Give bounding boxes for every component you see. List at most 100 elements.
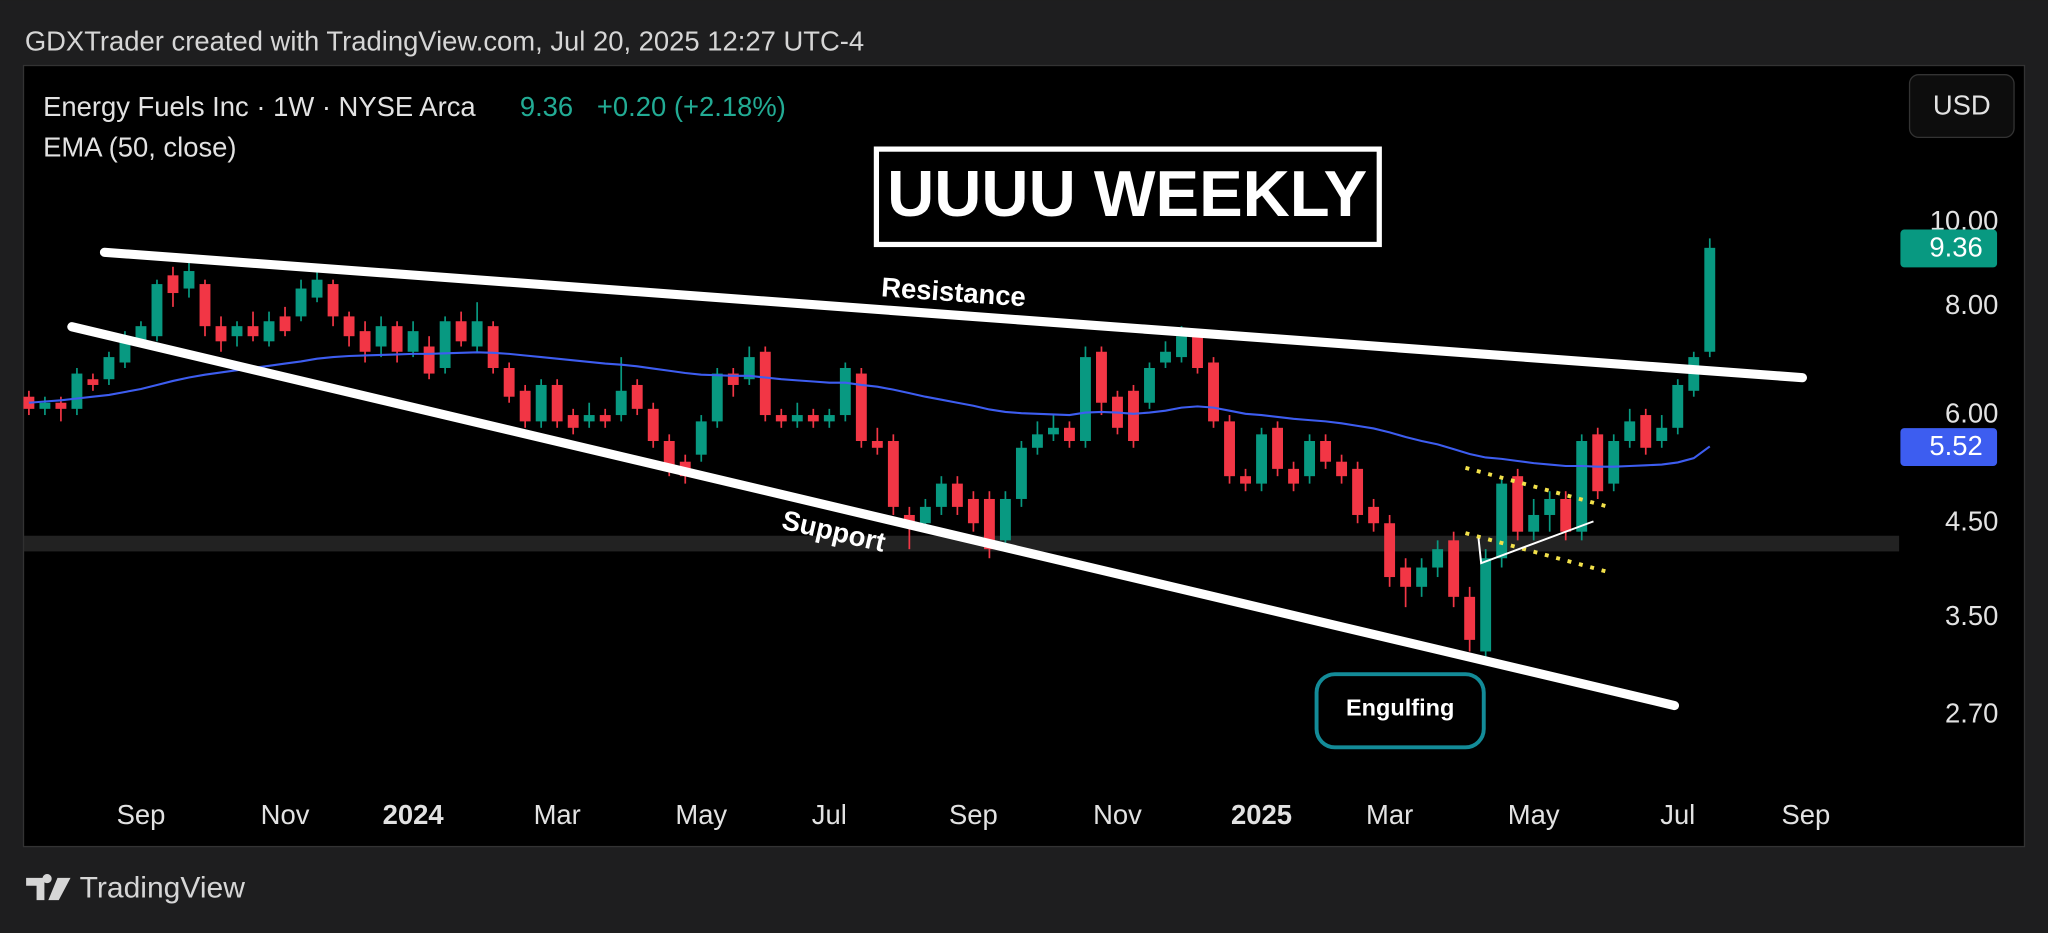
candle-body xyxy=(1128,390,1139,442)
candle-body xyxy=(631,384,643,409)
candle-body xyxy=(327,284,339,317)
candle-body xyxy=(567,415,579,428)
x-tick-label: Nov xyxy=(1093,799,1142,830)
caption: GDXTrader created with TradingView.com, … xyxy=(25,26,864,57)
candle-body xyxy=(1432,549,1444,568)
candle-body xyxy=(231,326,243,337)
candle-body xyxy=(1448,540,1460,597)
candle-body xyxy=(199,284,211,327)
y-tick-label: 8.00 xyxy=(1945,289,1998,320)
last-price: 9.36 xyxy=(520,91,573,122)
footer-brand: TradingView xyxy=(80,872,246,905)
x-tick-label: Sep xyxy=(117,799,166,830)
candle-body xyxy=(695,421,707,455)
x-tick-label: 2025 xyxy=(1231,799,1292,830)
candle-body xyxy=(1080,357,1091,442)
candle-body xyxy=(935,483,947,507)
candle-body xyxy=(1208,362,1219,422)
x-tick-label: 2024 xyxy=(383,799,445,830)
candle-body xyxy=(951,483,963,507)
candle-body xyxy=(487,326,499,368)
candle-body xyxy=(711,373,723,422)
candle-body xyxy=(919,506,931,524)
candle-body xyxy=(103,357,115,380)
candle-body xyxy=(1384,523,1396,578)
candle-body xyxy=(1192,336,1203,368)
candle-body xyxy=(903,514,915,524)
candle-body xyxy=(263,321,275,342)
candle-body xyxy=(135,326,147,342)
candle-body xyxy=(999,498,1011,541)
candle-body xyxy=(1528,514,1540,532)
candle-body xyxy=(871,441,883,448)
candle-body xyxy=(759,351,771,416)
candle-body xyxy=(183,271,195,289)
candle-body xyxy=(1608,441,1620,484)
candle-body xyxy=(1352,468,1364,515)
candle-body xyxy=(1592,434,1604,492)
resistance-line xyxy=(99,247,1808,383)
x-tick-label: Sep xyxy=(1781,799,1830,830)
candle-body xyxy=(1512,476,1524,532)
candle-body xyxy=(599,415,611,422)
candle-body xyxy=(887,441,899,507)
candle-body xyxy=(295,288,307,317)
horizontal-zone xyxy=(23,535,1900,552)
candle-body xyxy=(1544,498,1556,515)
pattern-line xyxy=(1477,520,1594,565)
candle-body xyxy=(423,346,435,374)
candle-body xyxy=(1464,596,1476,640)
candle-body xyxy=(1400,567,1412,587)
flag-line xyxy=(1464,531,1610,575)
symbol-title: Energy Fuels Inc · 1W · NYSE Arca xyxy=(43,91,476,122)
candle-body xyxy=(1480,558,1492,652)
candle-body xyxy=(71,373,83,409)
candle-body xyxy=(1256,434,1267,484)
candle-body xyxy=(39,402,51,409)
candle-body xyxy=(343,316,355,337)
ema-line xyxy=(28,351,1711,468)
x-tick-label: Sep xyxy=(949,799,998,830)
candle-body xyxy=(455,321,467,342)
x-tick-label: Nov xyxy=(261,799,310,830)
title-box xyxy=(873,146,1382,248)
candle-body xyxy=(407,331,419,352)
candle-body xyxy=(23,396,35,409)
price-badge-label: 9.36 xyxy=(1929,231,1982,262)
x-tick-label: Mar xyxy=(534,799,581,830)
candle-body xyxy=(1176,336,1187,358)
legend-entry: EMA (50, close) xyxy=(43,131,236,162)
candle-body xyxy=(439,321,451,368)
y-tick-label: 6.00 xyxy=(1945,397,1998,428)
candle-body xyxy=(823,415,835,422)
candle-body xyxy=(1096,351,1107,403)
price-change: +0.20 (+2.18%) xyxy=(597,91,786,122)
candle-body xyxy=(1288,468,1300,484)
candle-body xyxy=(1704,247,1716,352)
candle-body xyxy=(1031,434,1043,448)
x-tick-label: May xyxy=(1508,799,1560,830)
candle-body xyxy=(311,279,323,298)
candle-body xyxy=(1624,421,1636,442)
currency-button[interactable] xyxy=(1908,74,2015,139)
candle-body xyxy=(855,373,867,442)
candle-body xyxy=(839,367,851,416)
logo xyxy=(26,874,71,901)
support-line xyxy=(67,322,1680,711)
y-tick-label: 4.50 xyxy=(1945,505,1998,536)
candle-body xyxy=(583,415,595,422)
candle-body xyxy=(535,384,547,422)
candle-body xyxy=(775,415,787,422)
candle-body xyxy=(1368,506,1380,524)
y-tick-label: 2.70 xyxy=(1945,698,1998,729)
candle-body xyxy=(551,384,563,422)
candle-body xyxy=(1320,441,1332,462)
candle-body xyxy=(807,415,819,422)
currency-label[interactable]: USD xyxy=(1933,90,1991,121)
candle-body xyxy=(55,402,67,409)
candle-body xyxy=(1496,483,1508,559)
annotation-box xyxy=(1314,672,1486,750)
candle-body xyxy=(727,373,739,385)
annotation-title: UUUU WEEKLY xyxy=(887,157,1367,230)
